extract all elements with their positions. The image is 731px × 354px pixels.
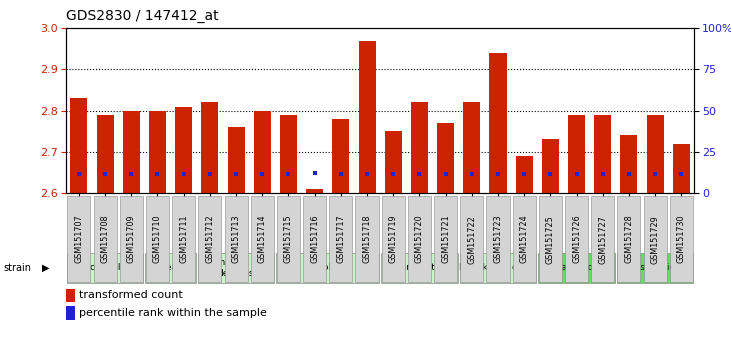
Text: starvation: starvation	[553, 263, 599, 273]
Text: GSM151707: GSM151707	[75, 215, 83, 263]
Text: GSM151719: GSM151719	[389, 215, 398, 263]
Text: transformed count: transformed count	[79, 290, 183, 300]
Text: GSM151714: GSM151714	[258, 215, 267, 263]
Text: cold: cold	[318, 263, 337, 273]
Bar	[276, 253, 379, 283]
Bar	[463, 102, 480, 193]
Bar	[381, 253, 458, 283]
Text: GDS2830 / 147412_at: GDS2830 / 147412_at	[66, 9, 219, 23]
Text: GSM151710: GSM151710	[153, 215, 162, 263]
Text: GSM151708: GSM151708	[101, 215, 110, 263]
Bar	[411, 102, 428, 193]
Bar	[280, 115, 297, 193]
Bar	[542, 139, 559, 193]
Bar	[227, 127, 245, 193]
Text: GSM151713: GSM151713	[232, 215, 240, 263]
Bar	[594, 115, 611, 193]
Bar	[123, 111, 140, 193]
Bar	[306, 189, 323, 193]
Bar	[333, 119, 349, 193]
Bar	[149, 111, 166, 193]
Text: GSM151720: GSM151720	[415, 215, 424, 263]
Text: GSM151726: GSM151726	[572, 215, 581, 263]
Bar	[437, 123, 454, 193]
Text: GSM151716: GSM151716	[310, 215, 319, 263]
Text: constant 30
degrees: constant 30 degrees	[209, 258, 263, 278]
Text: GSM151721: GSM151721	[441, 215, 450, 263]
Text: ▶: ▶	[42, 263, 50, 273]
Bar	[67, 253, 143, 283]
Text: GSM151711: GSM151711	[179, 215, 188, 263]
Bar	[175, 107, 192, 193]
Text: GSM151723: GSM151723	[493, 215, 502, 263]
Text: GSM151725: GSM151725	[546, 215, 555, 263]
Bar	[515, 156, 533, 193]
Bar	[538, 253, 615, 283]
Text: heat knock down: heat knock down	[459, 263, 537, 273]
Text: longevity: longevity	[398, 263, 441, 273]
Bar	[385, 131, 402, 193]
Text: GSM151715: GSM151715	[284, 215, 293, 263]
Bar	[673, 144, 690, 193]
Text: GSM151718: GSM151718	[363, 215, 371, 263]
Bar	[460, 253, 537, 283]
Bar	[198, 253, 274, 283]
Bar	[201, 102, 219, 193]
Text: percentile rank within the sample: percentile rank within the sample	[79, 308, 267, 318]
Text: GSM151729: GSM151729	[651, 215, 659, 263]
Bar	[647, 115, 664, 193]
Bar	[96, 115, 113, 193]
Bar	[568, 115, 585, 193]
Text: GSM151709: GSM151709	[126, 215, 136, 263]
Text: GSM151717: GSM151717	[336, 215, 345, 263]
Bar	[70, 98, 88, 193]
Bar	[617, 253, 694, 283]
Text: strain: strain	[4, 263, 31, 273]
Text: GSM151712: GSM151712	[205, 215, 214, 263]
Bar	[254, 111, 270, 193]
Text: heat: heat	[160, 263, 181, 273]
Bar	[358, 41, 376, 193]
Bar	[145, 253, 196, 283]
Text: desiccation: desiccation	[629, 263, 681, 273]
Text: GSM151727: GSM151727	[598, 215, 607, 263]
Text: GSM151722: GSM151722	[467, 215, 477, 263]
Bar	[490, 53, 507, 193]
Bar	[621, 135, 637, 193]
Text: GSM151724: GSM151724	[520, 215, 529, 263]
Text: GSM151730: GSM151730	[677, 215, 686, 263]
Text: GSM151728: GSM151728	[624, 215, 634, 263]
Text: control: control	[89, 263, 121, 273]
